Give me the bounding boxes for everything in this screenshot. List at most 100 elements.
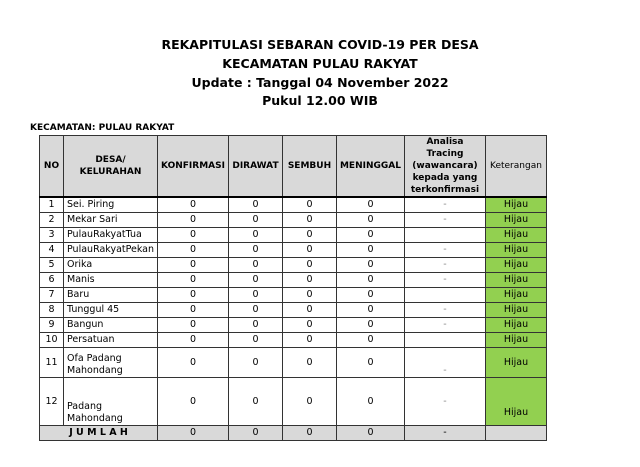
- header-sembuh: SEMBUH: [281, 135, 337, 198]
- cell-dirawat: 0: [227, 257, 283, 273]
- cell-no: 11: [39, 347, 64, 378]
- cell-sembuh: 0: [281, 257, 337, 273]
- cell-dirawat: 0: [227, 317, 283, 333]
- cell-desa: PulauRakyatTua: [62, 227, 159, 243]
- cell-sembuh: 0: [281, 332, 337, 348]
- cell-dirawat: 0: [227, 347, 283, 378]
- table-row: 7 Baru 0 0 0 0 Hijau: [39, 287, 547, 303]
- cell-konfirmasi: 0: [157, 272, 229, 288]
- report-subtitle: KECAMATAN PULAU RAKYAT: [222, 56, 418, 71]
- cell-meninggal: 0: [335, 242, 405, 258]
- header-no: NO: [39, 135, 64, 198]
- cell-no: 10: [39, 332, 64, 348]
- cell-konfirmasi: 0: [157, 287, 229, 303]
- cell-dirawat: 0: [227, 227, 283, 243]
- cell-konfirmasi: 0: [157, 227, 229, 243]
- cell-ket: Hijau: [484, 212, 547, 228]
- cell-dirawat: 0: [227, 242, 283, 258]
- cell-no: 2: [39, 212, 64, 228]
- cell-dirawat: 0: [227, 212, 283, 228]
- total-meninggal: 0: [335, 425, 405, 441]
- header-desa: DESA/ KELURAHAN: [62, 135, 159, 198]
- table-row: 6 Manis 0 0 0 0- Hijau: [39, 272, 547, 288]
- cell-meninggal: 0: [335, 317, 405, 333]
- cell-dirawat: 0: [227, 272, 283, 288]
- cell-ket: Hijau: [484, 332, 547, 348]
- kecamatan-label: KECAMATAN: PULAU RAKYAT: [30, 123, 175, 133]
- cell-dirawat: 0: [227, 287, 283, 303]
- cell-analisa: -: [403, 196, 486, 213]
- cell-sembuh: 0: [281, 377, 337, 426]
- total-ket: [484, 425, 547, 441]
- cell-desa: Persatuan: [62, 332, 159, 348]
- table-row: 5 Orika 0 0 0 0- Hijau: [39, 257, 547, 273]
- header-konfirmasi: KONFIRMASI: [157, 135, 229, 198]
- header-meninggal: MENINGGAL: [335, 135, 405, 198]
- table-row: 3 PulauRakyatTua 0 0 0 0 Hijau: [39, 227, 547, 243]
- cell-ket: Hijau: [484, 317, 547, 333]
- cell-no: 7: [39, 287, 64, 303]
- cell-analisa: -: [403, 347, 486, 378]
- header-dirawat: DIRAWAT: [227, 135, 283, 198]
- cell-sembuh: 0: [281, 347, 337, 378]
- cell-no: 4: [39, 242, 64, 258]
- total-analisa: -: [403, 425, 486, 441]
- cell-ket: Hijau: [484, 196, 547, 213]
- cell-ket: Hijau: [484, 302, 547, 318]
- cell-meninggal: 0: [335, 196, 405, 213]
- covid-table: NO DESA/ KELURAHAN KONFIRMASI DIRAWAT SE…: [38, 135, 547, 441]
- cell-sembuh: 0: [281, 302, 337, 318]
- cell-dirawat: 0: [227, 196, 283, 213]
- cell-analisa: -: [403, 212, 486, 228]
- cell-dirawat: 0: [227, 302, 283, 318]
- cell-konfirmasi: 0: [157, 196, 229, 213]
- cell-no: 5: [39, 257, 64, 273]
- table-row: 2 Mekar Sari 0 0 0 0- Hijau: [39, 212, 547, 228]
- cell-konfirmasi: 0: [157, 347, 229, 378]
- table-row: 10 Persatuan 0 0 0 0 Hijau: [39, 332, 547, 348]
- cell-sembuh: 0: [281, 212, 337, 228]
- cell-analisa: -: [403, 377, 486, 426]
- cell-analisa: -: [403, 272, 486, 288]
- cell-desa: Orika: [62, 257, 159, 273]
- cell-no: 6: [39, 272, 64, 288]
- cell-meninggal: 0: [335, 257, 405, 273]
- cell-desa: Sei. Piring: [62, 196, 159, 213]
- table-row: 1 Sei. Piring 0 0 0 0- Hijau: [39, 196, 547, 213]
- cell-dirawat: 0: [227, 332, 283, 348]
- cell-meninggal: 0: [335, 347, 405, 378]
- table-header: NO DESA/ KELURAHAN KONFIRMASI DIRAWAT SE…: [39, 135, 547, 198]
- cell-meninggal: 0: [335, 287, 405, 303]
- cell-desa: Bangun: [62, 317, 159, 333]
- cell-desa: Tunggul 45: [62, 302, 159, 318]
- cell-meninggal: 0: [335, 212, 405, 228]
- cell-desa: PulauRakyatPekan: [62, 242, 159, 258]
- table-row: 4 PulauRakyatPekan 0 0 0 0- Hijau: [39, 242, 547, 258]
- report-update-date: Update : Tanggal 04 November 2022: [191, 75, 449, 90]
- cell-ket: Hijau: [484, 242, 547, 258]
- cell-konfirmasi: 0: [157, 332, 229, 348]
- cell-konfirmasi: 0: [157, 317, 229, 333]
- cell-no: 1: [39, 196, 64, 213]
- cell-analisa: [403, 227, 486, 243]
- cell-meninggal: 0: [335, 302, 405, 318]
- cell-no: 12: [39, 377, 64, 426]
- cell-ket: Hijau: [484, 257, 547, 273]
- cell-analisa: [403, 332, 486, 348]
- header-analisa: Analisa Tracing (wawancara) kepada yang …: [403, 135, 486, 198]
- cell-meninggal: 0: [335, 227, 405, 243]
- total-label: J U M L A H: [38, 425, 159, 441]
- cell-meninggal: 0: [335, 377, 405, 426]
- total-sembuh: 0: [281, 425, 337, 441]
- cell-ket: Hijau: [484, 287, 547, 303]
- header-keterangan: Keterangan: [484, 135, 547, 198]
- cell-ket: Hijau: [484, 347, 547, 378]
- cell-analisa: -: [403, 242, 486, 258]
- cell-desa: Manis: [62, 272, 159, 288]
- cell-sembuh: 0: [281, 227, 337, 243]
- table-row: 9 Bangun 0 0 0 0- Hijau: [39, 317, 547, 333]
- cell-sembuh: 0: [281, 196, 337, 213]
- cell-sembuh: 0: [281, 272, 337, 288]
- cell-konfirmasi: 0: [157, 257, 229, 273]
